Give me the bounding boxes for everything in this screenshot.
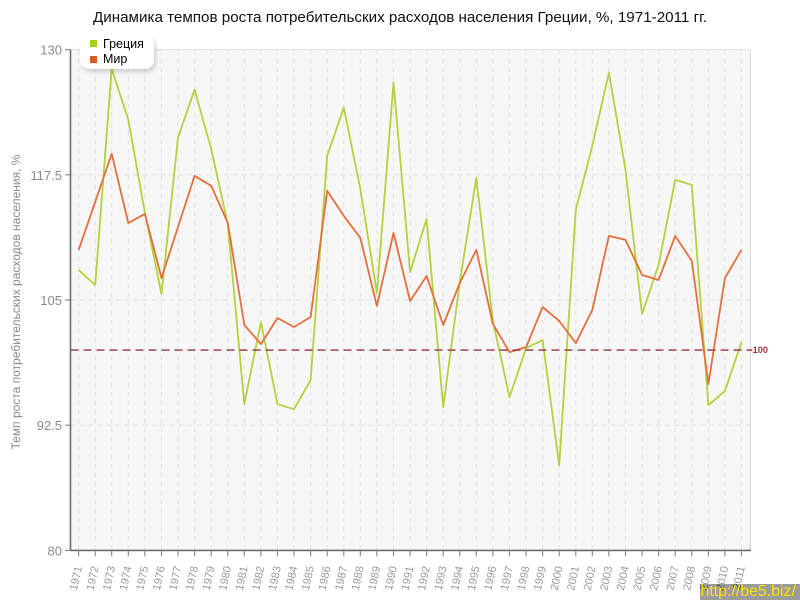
svg-text:2011: 2011 [731, 565, 748, 591]
svg-text:1976: 1976 [151, 565, 168, 591]
svg-text:100: 100 [753, 345, 768, 355]
svg-text:2000: 2000 [549, 565, 566, 591]
svg-text:1995: 1995 [466, 565, 483, 591]
svg-text:1992: 1992 [416, 565, 433, 591]
svg-text:1985: 1985 [300, 565, 317, 591]
svg-text:2011: 2011 [731, 565, 748, 591]
svg-text:1978: 1978 [184, 565, 201, 591]
svg-text:80: 80 [48, 543, 62, 558]
svg-text:1986: 1986 [317, 565, 334, 591]
svg-text:2009: 2009 [698, 565, 715, 591]
svg-text:1983: 1983 [267, 565, 284, 591]
svg-text:2002: 2002 [582, 565, 599, 591]
svg-text:1999: 1999 [532, 565, 549, 591]
svg-text:2001: 2001 [565, 565, 582, 591]
svg-text:117.5: 117.5 [30, 168, 62, 183]
svg-text:1989: 1989 [366, 565, 383, 591]
svg-text:1981: 1981 [234, 565, 251, 591]
svg-text:1980: 1980 [217, 565, 234, 591]
svg-text:1987: 1987 [333, 565, 350, 591]
svg-text:1971: 1971 [68, 565, 85, 591]
svg-text:1996: 1996 [482, 565, 499, 591]
svg-text:1998: 1998 [516, 565, 533, 591]
svg-text:1977: 1977 [168, 565, 185, 591]
svg-text:2010: 2010 [714, 565, 731, 591]
svg-text:1974: 1974 [118, 565, 135, 591]
svg-text:1972: 1972 [85, 565, 102, 591]
svg-text:2009: 2009 [698, 565, 715, 591]
svg-text:1994: 1994 [449, 565, 466, 591]
svg-text:130: 130 [40, 43, 62, 58]
svg-text:1979: 1979 [201, 565, 218, 591]
svg-text:1991: 1991 [400, 565, 417, 591]
svg-text:1993: 1993 [433, 565, 450, 591]
svg-text:2004: 2004 [615, 565, 632, 591]
svg-text:1997: 1997 [499, 565, 516, 591]
svg-text:2006: 2006 [648, 565, 665, 591]
svg-text:1988: 1988 [350, 565, 367, 591]
svg-text:105: 105 [40, 293, 62, 308]
svg-text:1982: 1982 [250, 565, 267, 591]
svg-text:2007: 2007 [665, 565, 682, 591]
svg-text:1990: 1990 [383, 565, 400, 591]
svg-text:1975: 1975 [134, 565, 151, 591]
svg-text:1984: 1984 [284, 565, 301, 591]
svg-text:2008: 2008 [681, 565, 698, 591]
svg-text:2003: 2003 [598, 565, 615, 591]
svg-text:2010: 2010 [714, 565, 731, 591]
svg-text:2005: 2005 [632, 565, 649, 591]
svg-text:92.5: 92.5 [37, 418, 62, 433]
svg-text:1973: 1973 [101, 565, 118, 591]
